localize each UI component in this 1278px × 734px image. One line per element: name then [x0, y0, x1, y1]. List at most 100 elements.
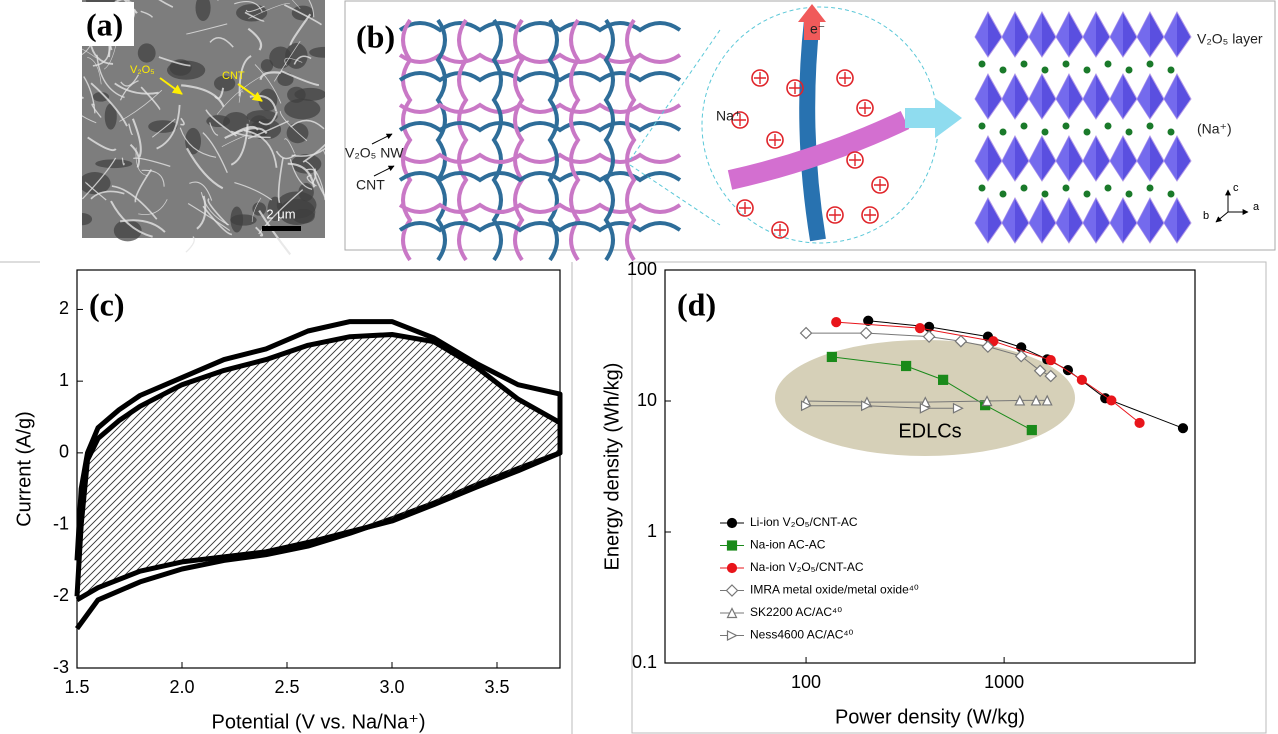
- x-axis-label: Potential (V vs. Na/Na⁺): [212, 711, 426, 733]
- y-tick-label: 10: [637, 390, 657, 410]
- legend-label: Na-ion AC-AC: [750, 538, 826, 552]
- marker: [1077, 375, 1086, 384]
- marker: [1027, 426, 1036, 435]
- na-ion: [1042, 129, 1049, 136]
- marker: [1178, 424, 1187, 433]
- y-tick-label: 1: [647, 521, 657, 541]
- na-ion: [1105, 61, 1112, 68]
- panel-label: (c): [89, 286, 125, 322]
- na-ion: [1147, 185, 1154, 192]
- axis-name: a: [1253, 201, 1260, 213]
- marker: [728, 564, 737, 573]
- marker: [801, 328, 812, 339]
- x-axis-label: Power density (W/kg): [835, 706, 1025, 728]
- marker: [727, 585, 738, 596]
- pore: [277, 72, 293, 86]
- na-ion: [1168, 191, 1175, 198]
- na-ion: [1126, 67, 1133, 74]
- na-ion: [1147, 123, 1154, 130]
- series-line: [77, 335, 560, 600]
- marker: [827, 352, 836, 361]
- annotation: Na⁺: [716, 108, 741, 124]
- pore: [261, 59, 273, 72]
- na-ion: [1021, 123, 1028, 130]
- pore: [284, 99, 320, 120]
- y-axis-label: Energy density (Wh/kg): [601, 363, 623, 571]
- annotation: CNT: [356, 177, 385, 193]
- marker: [915, 324, 924, 333]
- na-ion: [1126, 129, 1133, 136]
- x-tick-label: 3.0: [379, 677, 404, 697]
- marker: [1107, 396, 1116, 405]
- na-ion: [1084, 129, 1091, 136]
- fiber: [186, 237, 194, 253]
- marker: [861, 328, 872, 339]
- y-tick-label: 2: [59, 298, 69, 318]
- na-ion: [1084, 191, 1091, 198]
- scale-bar-label: 2 μm: [266, 206, 295, 221]
- x-tick-label: 3.5: [484, 677, 509, 697]
- legend-label: IMRA metal oxide/metal oxide⁴⁰: [750, 583, 919, 597]
- y-tick-label: -2: [53, 585, 69, 605]
- na-ion: [1168, 129, 1175, 136]
- na-ion: [1021, 61, 1028, 68]
- y-tick-label: 0: [59, 442, 69, 462]
- na-ion: [979, 123, 986, 130]
- na-ion: [979, 185, 986, 192]
- x-tick-label: 2.0: [169, 677, 194, 697]
- sem-clip: [0, 0, 82, 240]
- pore: [230, 206, 243, 232]
- y-tick-label: -1: [53, 513, 69, 533]
- legend-label: Na-ion V₂O₅/CNT-AC: [750, 560, 864, 574]
- marker: [832, 318, 841, 327]
- na-ion: [1063, 123, 1070, 130]
- na-ion: [1168, 67, 1175, 74]
- na-ion: [1105, 185, 1112, 192]
- na-ion: [1105, 123, 1112, 130]
- marker: [1046, 356, 1055, 365]
- y-tick-label: 1: [59, 370, 69, 390]
- marker: [902, 362, 911, 371]
- scale-bar: [262, 226, 301, 231]
- legend-label: SK2200 AC/AC⁴⁰: [750, 605, 842, 619]
- annotation: CNT: [222, 70, 245, 82]
- axis-name: c: [1233, 182, 1239, 194]
- marker: [728, 541, 737, 550]
- annotation: e⁻: [810, 21, 825, 37]
- na-ion: [1021, 185, 1028, 192]
- panel-label: (a): [86, 6, 123, 42]
- na-ion: [1042, 67, 1049, 74]
- na-ion: [1147, 61, 1154, 68]
- axis-name: b: [1203, 210, 1209, 222]
- x-tick-label: 1.5: [64, 677, 89, 697]
- annotation: (Na⁺): [1197, 121, 1232, 137]
- na-ion: [1000, 129, 1007, 136]
- figure: (a) V₂O₅ CNT 2 μm (b) V₂O₅ NW CNT Na⁺ e⁻…: [0, 0, 1278, 734]
- y-tick-label: 0.1: [632, 652, 657, 672]
- annotation: EDLCs: [898, 420, 961, 442]
- x-tick-label: 2.5: [274, 677, 299, 697]
- na-ion: [1063, 61, 1070, 68]
- panel-label: (d): [677, 286, 716, 322]
- x-tick-label: 100: [791, 672, 821, 692]
- sem-image: [0, 0, 357, 254]
- na-ion: [1084, 67, 1091, 74]
- pore: [252, 202, 266, 215]
- na-ion: [979, 61, 986, 68]
- y-axis-label: Current (A/g): [13, 411, 35, 527]
- panel-frame: [632, 262, 1266, 733]
- legend-label: Li-ion V₂O₅/CNT-AC: [750, 515, 858, 529]
- legend-label: Ness4600 AC/AC⁴⁰: [750, 628, 854, 642]
- na-ion: [1000, 67, 1007, 74]
- marker: [728, 519, 737, 528]
- marker: [1135, 418, 1144, 427]
- na-ion: [1042, 191, 1049, 198]
- na-ion: [1063, 185, 1070, 192]
- y-tick-label: -3: [53, 657, 69, 677]
- marker: [728, 631, 737, 640]
- annotation: V₂O₅: [130, 64, 155, 76]
- marker: [939, 375, 948, 384]
- na-ion: [1126, 191, 1133, 198]
- panel-label: (b): [356, 18, 395, 54]
- na-ion: [1000, 191, 1007, 198]
